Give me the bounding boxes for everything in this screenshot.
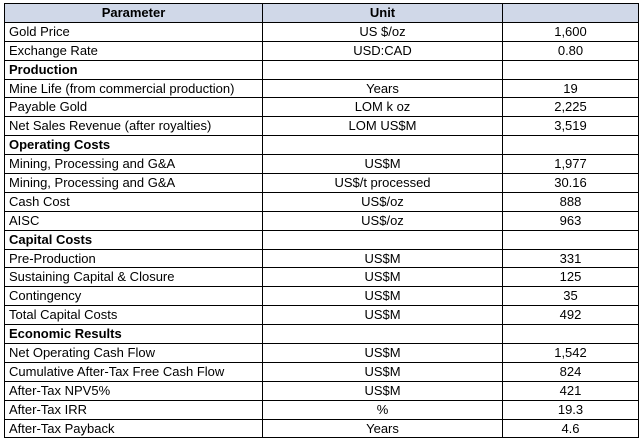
parameter-cell: Contingency: [4, 286, 263, 307]
table-row: Payable Gold LOM k oz 2,225: [4, 97, 639, 118]
empty-cell: [262, 59, 503, 80]
value-cell: 19.3: [502, 399, 639, 420]
table-body: Gold Price US $/oz 1,600 Exchange Rate USD:C…: [4, 21, 639, 439]
empty-cell: [502, 59, 639, 80]
table-row: Gold Price US $/oz 1,600: [4, 21, 639, 42]
unit-cell: US $/oz: [262, 21, 503, 42]
table-row: Cumulative After-Tax Free Cash Flow US$M 8…: [4, 361, 639, 382]
empty-cell: [262, 324, 503, 345]
value-cell: 3,519: [502, 116, 639, 137]
unit-cell: Years: [262, 418, 503, 439]
table-row: Pre-Production US$M 331: [4, 248, 639, 269]
parameter-cell: Mining, Processing and G&A: [4, 154, 263, 175]
value-cell: 331: [502, 248, 639, 269]
unit-cell: US$M: [262, 154, 503, 175]
table-row: Net Operating Cash Flow US$M 1,542: [4, 343, 639, 363]
table-row: Net Sales Revenue (after royalties) LOM U…: [4, 116, 639, 137]
table-row: Mining, Processing and G&A US$M 1,977: [4, 154, 639, 175]
parameter-cell: Mine Life (from commercial production): [4, 78, 263, 99]
parameter-cell: After-Tax IRR: [4, 399, 263, 420]
header-row: Parameter Unit: [4, 3, 639, 23]
value-cell: 824: [502, 361, 639, 382]
parameter-cell: Cash Cost: [4, 191, 263, 212]
parameter-cell: After-Tax NPV5%: [4, 380, 263, 401]
value-cell: 963: [502, 210, 639, 231]
value-cell: 1,542: [502, 343, 639, 363]
parameter-cell: Cumulative After-Tax Free Cash Flow: [4, 361, 263, 382]
section-row: Production: [4, 59, 639, 80]
parameter-cell: Net Operating Cash Flow: [4, 343, 263, 363]
value-cell: 888: [502, 191, 639, 212]
table-row: Mine Life (from commercial production) Ye…: [4, 78, 639, 99]
parameter-cell: AISC: [4, 210, 263, 231]
parameter-cell: Sustaining Capital & Closure: [4, 267, 263, 288]
table-row: Exchange Rate USD:CAD 0.80: [4, 40, 639, 61]
unit-cell: US$M: [262, 380, 503, 401]
value-cell: 421: [502, 380, 639, 401]
value-cell: 0.80: [502, 40, 639, 61]
table-row: AISC US$/oz 963: [4, 210, 639, 231]
section-title: Operating Costs: [4, 135, 263, 156]
section-title: Economic Results: [4, 324, 263, 345]
value-cell: 2,225: [502, 97, 639, 118]
parameter-cell: Payable Gold: [4, 97, 263, 118]
parameter-cell: Mining, Processing and G&A: [4, 173, 263, 193]
value-cell: 30.16: [502, 173, 639, 193]
value-cell: 1,600: [502, 21, 639, 42]
section-title: Capital Costs: [4, 229, 263, 250]
header-parameter: Parameter: [4, 3, 263, 23]
table-row: Total Capital Costs US$M 492: [4, 305, 639, 326]
unit-cell: US$/oz: [262, 210, 503, 231]
table-row: After-Tax NPV5% US$M 421: [4, 380, 639, 401]
header-value: [502, 3, 639, 23]
unit-cell: US$M: [262, 267, 503, 288]
unit-cell: Years: [262, 78, 503, 99]
unit-cell: USD:CAD: [262, 40, 503, 61]
section-title: Production: [4, 59, 263, 80]
table-row: Sustaining Capital & Closure US$M 125: [4, 267, 639, 288]
empty-cell: [262, 229, 503, 250]
parameter-cell: Net Sales Revenue (after royalties): [4, 116, 263, 137]
unit-cell: US$M: [262, 286, 503, 307]
value-cell: 125: [502, 267, 639, 288]
value-cell: 4.6: [502, 418, 639, 439]
value-cell: 492: [502, 305, 639, 326]
unit-cell: %: [262, 399, 503, 420]
empty-cell: [262, 135, 503, 156]
parameter-cell: Total Capital Costs: [4, 305, 263, 326]
parameter-cell: Gold Price: [4, 21, 263, 42]
value-cell: 35: [502, 286, 639, 307]
unit-cell: LOM k oz: [262, 97, 503, 118]
value-cell: 1,977: [502, 154, 639, 175]
section-row: Economic Results: [4, 324, 639, 345]
unit-cell: US$/t processed: [262, 173, 503, 193]
section-row: Operating Costs: [4, 135, 639, 156]
unit-cell: US$M: [262, 361, 503, 382]
unit-cell: LOM US$M: [262, 116, 503, 137]
unit-cell: US$M: [262, 248, 503, 269]
parameter-cell: Exchange Rate: [4, 40, 263, 61]
header-unit: Unit: [262, 3, 503, 23]
table-row: Mining, Processing and G&A US$/t processe…: [4, 173, 639, 193]
parameter-cell: Pre-Production: [4, 248, 263, 269]
empty-cell: [502, 229, 639, 250]
empty-cell: [502, 135, 639, 156]
table-row: After-Tax IRR% 19.3: [4, 399, 639, 420]
value-cell: 19: [502, 78, 639, 99]
unit-cell: US$/oz: [262, 191, 503, 212]
unit-cell: US$M: [262, 343, 503, 363]
section-row: Capital Costs: [4, 229, 639, 250]
economics-table: Parameter Unit Gold Price US $/oz 1,600 Exc…: [4, 3, 639, 439]
parameter-cell: After-Tax Payback: [4, 418, 263, 439]
table-row: After-Tax Payback Years 4.6: [4, 418, 639, 439]
table-row: Cash Cost US$/oz 888: [4, 191, 639, 212]
table-row: Contingency US$M 35: [4, 286, 639, 307]
empty-cell: [502, 324, 639, 345]
unit-cell: US$M: [262, 305, 503, 326]
